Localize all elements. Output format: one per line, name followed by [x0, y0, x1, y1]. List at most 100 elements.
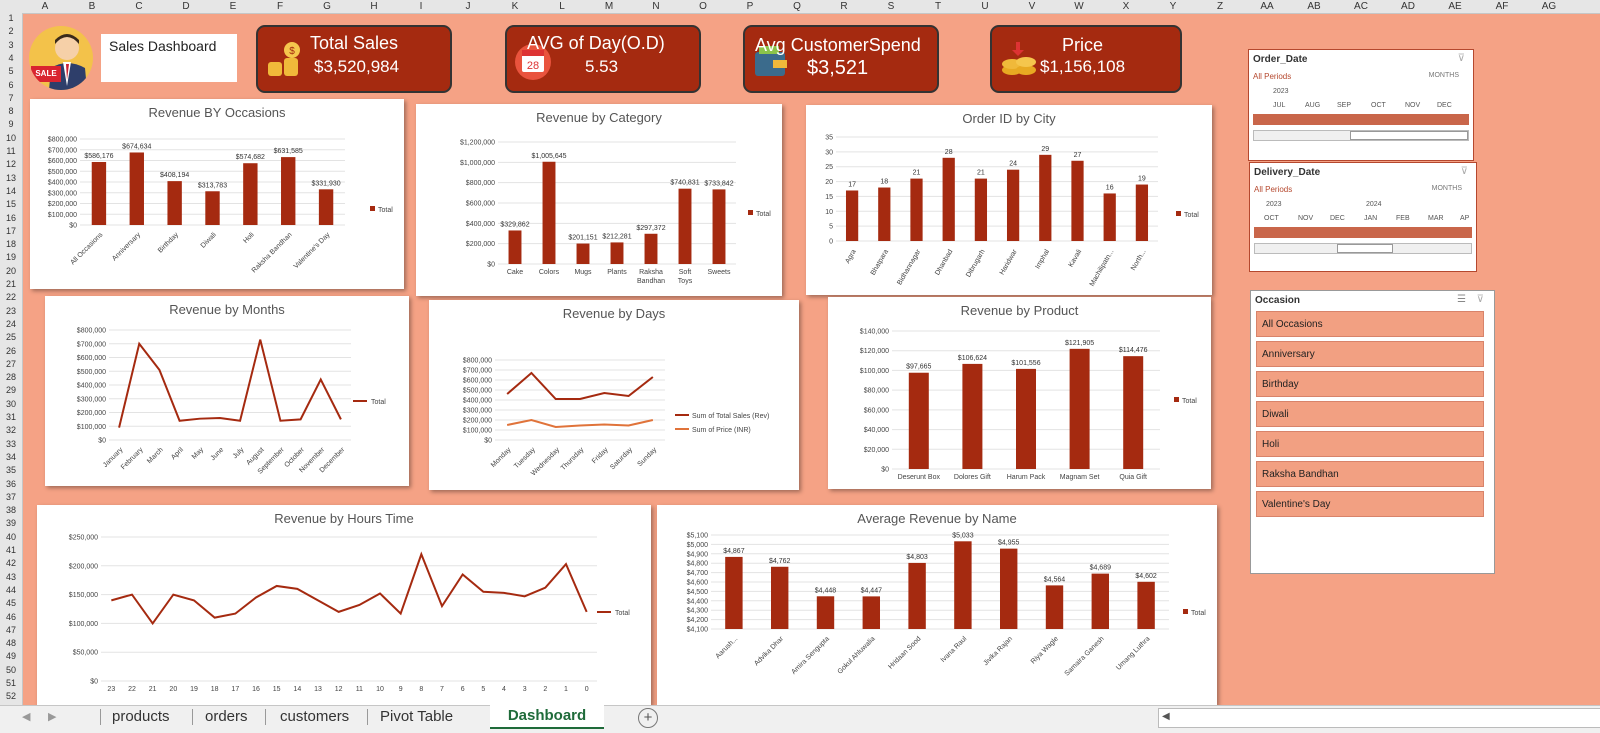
- row-header[interactable]: 51: [5, 678, 16, 688]
- row-header[interactable]: 41: [5, 545, 16, 555]
- row-header[interactable]: 52: [5, 691, 16, 702]
- row-header[interactable]: 22: [5, 292, 16, 303]
- column-header[interactable]: Z: [1216, 1, 1224, 12]
- slicer-scrollbar[interactable]: [1254, 243, 1472, 254]
- slicer-occasion[interactable]: Occasion ☰ ⊽ All Occasions Anniversary B…: [1250, 290, 1495, 574]
- row-header[interactable]: 43: [5, 571, 16, 582]
- row-header[interactable]: 50: [5, 664, 16, 675]
- column-header[interactable]: AC: [1354, 1, 1368, 12]
- row-header[interactable]: 38: [5, 505, 16, 516]
- row-header[interactable]: 8: [8, 106, 14, 117]
- clear-filter-icon[interactable]: ⊽: [1476, 294, 1484, 305]
- column-header[interactable]: AA: [1260, 1, 1274, 12]
- slicer-month[interactable]: FEB: [1396, 215, 1410, 222]
- column-header[interactable]: D: [182, 1, 190, 12]
- slicer-item[interactable]: Raksha Bandhan: [1256, 461, 1484, 487]
- row-header[interactable]: 47: [5, 624, 16, 635]
- column-header[interactable]: S: [887, 1, 895, 12]
- slicer-timeline-bar[interactable]: [1254, 227, 1472, 238]
- row-header[interactable]: 6: [8, 79, 14, 90]
- scroll-left-icon[interactable]: ◀: [22, 711, 31, 723]
- slicer-delivery-date[interactable]: Delivery_Date ⊽ All Periods MONTHS 2023 …: [1249, 162, 1477, 272]
- tab-orders[interactable]: orders: [205, 708, 248, 725]
- slicer-item[interactable]: Birthday: [1256, 371, 1484, 397]
- row-header[interactable]: 32: [5, 425, 16, 436]
- chart-revenue-by-category[interactable]: Revenue by Category $0 $200,000 $400,000 $6…: [416, 104, 782, 296]
- row-header[interactable]: 11: [6, 146, 16, 156]
- row-header[interactable]: 44: [5, 584, 16, 595]
- column-header[interactable]: X: [1122, 1, 1130, 12]
- column-header[interactable]: AB: [1307, 1, 1321, 12]
- slicer-month[interactable]: NOV: [1298, 215, 1314, 222]
- row-header[interactable]: 3: [8, 39, 14, 50]
- column-header[interactable]: B: [88, 1, 96, 12]
- chart-order-id-by-city[interactable]: Order ID by City 0 5 10 15 20 25 30 35 Agra Bhatp…: [806, 105, 1212, 295]
- row-header[interactable]: 34: [5, 451, 16, 462]
- row-header[interactable]: 15: [5, 199, 16, 210]
- chart-revenue-by-product[interactable]: Revenue by Product $0 $20,000 $40,000 $60,0…: [828, 297, 1211, 489]
- multi-select-icon[interactable]: ☰: [1457, 294, 1466, 305]
- column-header[interactable]: Q: [793, 1, 801, 12]
- row-header[interactable]: 17: [5, 225, 16, 236]
- slicer-month[interactable]: JAN: [1364, 215, 1378, 222]
- row-header[interactable]: 19: [5, 252, 16, 263]
- column-header[interactable]: R: [840, 1, 848, 12]
- slicer-month[interactable]: DEC: [1437, 102, 1452, 109]
- slicer-month[interactable]: DEC: [1330, 215, 1345, 222]
- slicer-timeline-bar[interactable]: [1253, 114, 1469, 125]
- row-header[interactable]: 5: [8, 66, 14, 77]
- tab-customers[interactable]: customers: [280, 708, 350, 725]
- row-header[interactable]: 24: [5, 318, 16, 329]
- row-header[interactable]: 31: [5, 412, 16, 422]
- row-header[interactable]: 48: [5, 638, 16, 649]
- slicer-month[interactable]: NOV: [1405, 102, 1421, 109]
- row-header[interactable]: 13: [5, 172, 16, 183]
- row-header[interactable]: 7: [8, 92, 14, 103]
- chart-average-revenue-by-name[interactable]: Average Revenue by Name $4,100 $4,200 $4,3…: [657, 505, 1217, 705]
- clear-filter-icon[interactable]: ⊽: [1460, 166, 1468, 177]
- slicer-item[interactable]: All Occasions: [1256, 311, 1484, 337]
- column-header[interactable]: AG: [1541, 1, 1557, 12]
- add-sheet-icon[interactable]: +: [638, 708, 658, 728]
- column-header[interactable]: F: [276, 1, 284, 12]
- chart-revenue-by-hours-time[interactable]: Revenue by Hours Time $0 $50,000 $100,000 $…: [37, 505, 651, 705]
- row-header[interactable]: 12: [5, 159, 16, 170]
- slicer-month[interactable]: AUG: [1305, 102, 1321, 109]
- column-header[interactable]: V: [1028, 1, 1036, 12]
- row-header[interactable]: 45: [5, 598, 16, 609]
- row-header[interactable]: 35: [5, 465, 16, 476]
- row-header[interactable]: 39: [5, 518, 16, 529]
- row-header[interactable]: 49: [5, 651, 16, 662]
- slicer-unit[interactable]: MONTHS: [1428, 72, 1459, 79]
- slicer-period[interactable]: All Periods: [1254, 185, 1293, 194]
- row-header[interactable]: 23: [5, 305, 16, 316]
- row-header[interactable]: 26: [5, 345, 16, 356]
- slicer-month[interactable]: MAR: [1428, 215, 1444, 222]
- column-header[interactable]: M: [604, 1, 614, 12]
- slicer-scrollbar[interactable]: [1253, 130, 1469, 141]
- tab-products[interactable]: products: [112, 708, 170, 725]
- column-header[interactable]: O: [699, 1, 707, 12]
- row-header[interactable]: 30: [5, 398, 16, 409]
- column-header[interactable]: E: [229, 1, 237, 12]
- row-header[interactable]: 1: [8, 13, 14, 23]
- slicer-order-date[interactable]: Order_Date ⊽ All Periods MONTHS 2023 JUL…: [1248, 49, 1474, 161]
- column-header[interactable]: AF: [1495, 1, 1509, 12]
- row-header[interactable]: 14: [5, 185, 16, 196]
- column-header[interactable]: N: [652, 1, 660, 12]
- column-header[interactable]: A: [41, 1, 49, 12]
- tab-pivot-table[interactable]: Pivot Table: [380, 708, 454, 725]
- scroll-right-icon[interactable]: ▶: [48, 711, 57, 723]
- column-header[interactable]: J: [465, 1, 471, 12]
- slicer-unit[interactable]: MONTHS: [1431, 185, 1462, 192]
- row-header[interactable]: 18: [5, 239, 16, 250]
- slicer-month[interactable]: AP: [1460, 215, 1470, 222]
- slicer-month[interactable]: SEP: [1337, 102, 1352, 109]
- chart-revenue-by-occasions[interactable]: Revenue BY Occasions $0 $100,000 $200,000 $…: [30, 99, 404, 289]
- slicer-month[interactable]: OCT: [1371, 102, 1386, 109]
- scroll-left-arrow-icon[interactable]: ◀: [1162, 711, 1170, 722]
- slicer-period[interactable]: All Periods: [1253, 72, 1292, 81]
- slicer-item[interactable]: Valentine's Day: [1256, 491, 1484, 517]
- column-header[interactable]: H: [370, 1, 378, 12]
- row-header[interactable]: 33: [5, 438, 16, 449]
